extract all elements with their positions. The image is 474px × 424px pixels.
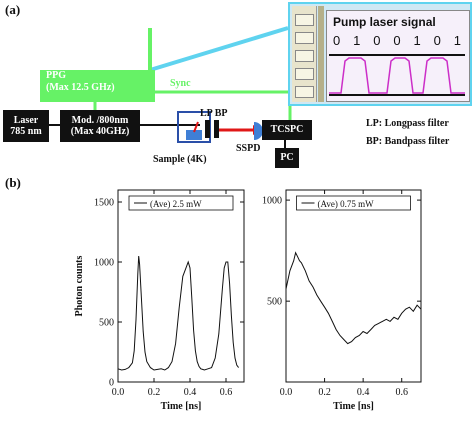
x-tick-label: 0.2 xyxy=(148,387,161,398)
sspd-label: SSPD xyxy=(236,143,261,154)
scope-tool-icon xyxy=(295,86,314,98)
lp-legend: LP: Longpass filter xyxy=(366,118,449,129)
modulator-label: Mod. /800nm xyxy=(71,114,129,126)
y-tick-label: 500 xyxy=(99,318,114,329)
y-tick-label: 0 xyxy=(109,378,114,389)
ppg-label: PPG xyxy=(46,70,66,81)
scope-tool-icon xyxy=(295,32,314,44)
inset-title: Pump laser signal xyxy=(333,15,436,29)
photon-count-series xyxy=(117,255,240,371)
bandpass-filter xyxy=(214,120,219,138)
tcspc-box: TCSPC xyxy=(262,120,312,140)
y-tick-label: 500 xyxy=(267,297,282,308)
x-axis-label: Time [ns] xyxy=(161,401,202,412)
sync-label: Sync xyxy=(170,78,191,89)
y-tick-label: 1500 xyxy=(94,198,114,209)
ppg-box: PPG (Max 12.5 GHz) xyxy=(40,70,155,102)
inset-link-line xyxy=(149,26,289,72)
x-tick-label: 0.2 xyxy=(318,387,331,398)
scope-toolbar xyxy=(292,6,317,102)
x-tick-label: 0.0 xyxy=(280,387,293,398)
sspd-icon xyxy=(254,122,263,140)
x-tick-label: 0.0 xyxy=(112,387,125,398)
bp-legend: BP: Bandpass filter xyxy=(366,136,450,147)
bit-digit: 0 xyxy=(373,33,381,48)
scope-tabs xyxy=(318,6,324,102)
photon-count-series xyxy=(285,251,422,345)
modulator-box: Mod. /800nm (Max 40GHz) xyxy=(60,110,140,142)
panel-a-label: (a) xyxy=(5,2,21,17)
x-axis-label: Time [ns] xyxy=(333,401,374,412)
panel-b-label: (b) xyxy=(5,175,21,190)
bit-digit: 1 xyxy=(453,33,461,48)
bit-digit: 0 xyxy=(393,33,401,48)
legend-box xyxy=(128,195,234,211)
legend-entry: (Ave) 0.75 mW xyxy=(318,199,375,209)
pc-box: PC xyxy=(275,148,299,168)
longpass-filter xyxy=(205,120,210,138)
x-tick-label: 0.6 xyxy=(220,387,233,398)
x-tick-label: 0.6 xyxy=(395,387,408,398)
bit-digit: 0 xyxy=(333,33,341,48)
x-tick-label: 0.4 xyxy=(184,387,197,398)
sample-label: Sample (4K) xyxy=(153,154,207,165)
pump-waveform xyxy=(329,54,465,96)
ppg-spec: (Max 12.5 GHz) xyxy=(46,81,115,93)
bit-digit: 0 xyxy=(433,33,441,48)
legend-box xyxy=(296,195,411,211)
modulator-spec: (Max 40GHz) xyxy=(70,126,130,137)
plot-frame xyxy=(285,189,422,383)
pump-pulse-trace xyxy=(329,57,465,94)
scope-tool-icon xyxy=(295,14,314,26)
laser-wavelength: 785 nm xyxy=(10,126,42,137)
filters-label: LP BP xyxy=(200,108,228,119)
legend-entry: (Ave) 2.5 mW xyxy=(150,199,202,209)
plot-frame xyxy=(117,189,245,383)
sample-cryostat xyxy=(177,111,211,143)
photon-count-plots: 0.0 0.2 0.4 0.6 0 500 1000 1500 (Ave) 2.5 mW Time… xyxy=(74,189,422,412)
laser-label: Laser xyxy=(13,114,39,126)
scope-tool-icon xyxy=(295,50,314,62)
bit-digit: 1 xyxy=(413,33,421,48)
x-tick-label: 0.4 xyxy=(357,387,370,398)
bit-digit: 1 xyxy=(353,33,361,48)
y-tick-label: 1000 xyxy=(94,258,114,269)
y-tick-label: 1000 xyxy=(262,196,282,207)
laser-box: Laser 785 nm xyxy=(3,110,49,142)
scope-tool-icon xyxy=(295,68,314,80)
y-axis-label: Photon counts xyxy=(74,255,85,316)
